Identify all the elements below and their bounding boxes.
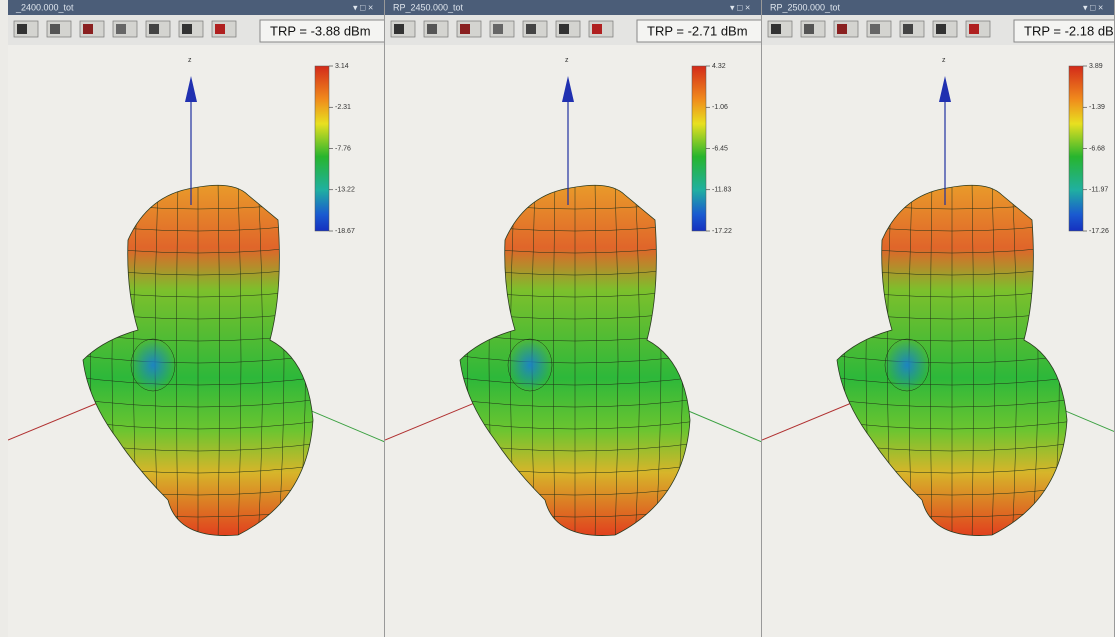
toolbar-icon [215, 24, 225, 34]
z-axis-label: z [565, 57, 569, 64]
mesh-line [1011, 185, 1017, 536]
toolbar-icon [149, 24, 159, 34]
color-bar-label: -7.76 [335, 145, 351, 152]
color-bar-label: 3.89 [1089, 63, 1103, 70]
color-bar [1068, 65, 1084, 232]
window-controls: ▾ □ × [730, 2, 750, 12]
toolbar-icon [903, 24, 913, 34]
null-region [130, 338, 176, 392]
trp-box [1013, 19, 1115, 43]
window-controls: ▾ □ × [353, 2, 373, 12]
trp-value: TRP = -2.71 dBm [647, 23, 748, 38]
trp-value: TRP = -3.88 dBm [270, 23, 371, 38]
toolbar-icon [493, 24, 503, 34]
color-bar [691, 65, 707, 232]
mesh-line [217, 185, 220, 536]
color-bar [314, 65, 330, 232]
color-bar-label: -17.22 [712, 228, 732, 235]
mesh-line [237, 185, 242, 536]
title-bar [8, 0, 385, 15]
trp-box [259, 19, 385, 43]
viewer-panel: RP_2500.000_tot ▾ □ × TRP = -2.18 dBm z 3.89… [762, 0, 1115, 637]
toolbar-icon [837, 24, 847, 34]
color-bar-label: -6.45 [712, 145, 728, 152]
color-bar-label: -17.26 [1089, 228, 1109, 235]
toolbar-icon [50, 24, 60, 34]
z-arrow [562, 76, 574, 102]
color-bar-label: -2.31 [335, 104, 351, 111]
mesh-line [176, 185, 179, 536]
toolbar-icon [17, 24, 27, 34]
toolbar-icon [592, 24, 602, 34]
viewer-panel: _2400.000_tot ▾ □ × TRP = -3.88 dBm z 3.14 -2… [8, 0, 385, 637]
window-title: _2400.000_tot [15, 2, 74, 12]
z-arrow [185, 76, 197, 102]
color-bar-label: -18.67 [335, 228, 355, 235]
color-bar-label: 3.14 [335, 63, 349, 70]
color-bar-label: -1.39 [1089, 104, 1105, 111]
viewer-panel: RP_2450.000_tot ▾ □ × TRP = -2.71 dBm z 4.32… [385, 0, 762, 637]
window-title: RP_2450.000_tot [393, 2, 464, 12]
toolbar-icon [969, 24, 979, 34]
toolbar-icon [936, 24, 946, 34]
window-controls: ▾ □ × [1083, 2, 1103, 12]
toolbar-icon [83, 24, 93, 34]
trp-box [636, 19, 762, 43]
z-axis-label: z [942, 57, 946, 64]
color-bar-label: -13.22 [335, 187, 355, 194]
z-axis-label: z [188, 57, 192, 64]
mesh-line [971, 185, 974, 536]
color-bar-label: -6.68 [1089, 145, 1105, 152]
mesh-line [594, 185, 597, 536]
panel-content: RP_2500.000_tot ▾ □ × TRP = -2.18 dBm z 3.89… [762, 0, 1115, 637]
mesh-line [634, 185, 640, 536]
toolbar-icon [394, 24, 404, 34]
title-bar [385, 0, 762, 15]
title-bar [762, 0, 1115, 15]
color-bar-label: 4.32 [712, 63, 726, 70]
toolbar-icon [870, 24, 880, 34]
z-arrow [939, 76, 951, 102]
mesh-line [553, 185, 556, 536]
color-bar-label: -1.06 [712, 104, 728, 111]
trp-value: TRP = -2.18 dBm [1024, 23, 1115, 38]
toolbar-icon [116, 24, 126, 34]
toolbar-icon [460, 24, 470, 34]
toolbar-icon [427, 24, 437, 34]
mesh-line [930, 185, 933, 536]
panel-content: _2400.000_tot ▾ □ × TRP = -3.88 dBm z 3.14 -2… [8, 0, 385, 637]
toolbar-icon [526, 24, 536, 34]
mesh-line [614, 185, 619, 536]
toolbar-icon [182, 24, 192, 34]
null-region [507, 338, 553, 392]
panel-content: RP_2450.000_tot ▾ □ × TRP = -2.71 dBm z 4.32… [385, 0, 762, 637]
toolbar-icon [559, 24, 569, 34]
color-bar-label: -11.97 [1089, 187, 1108, 194]
color-bar-label: -11.83 [712, 187, 731, 194]
null-region [884, 338, 930, 392]
toolbar-icon [804, 24, 814, 34]
mesh-line [257, 185, 263, 536]
toolbar-icon [771, 24, 781, 34]
window-title: RP_2500.000_tot [770, 2, 841, 12]
mesh-line [991, 185, 996, 536]
